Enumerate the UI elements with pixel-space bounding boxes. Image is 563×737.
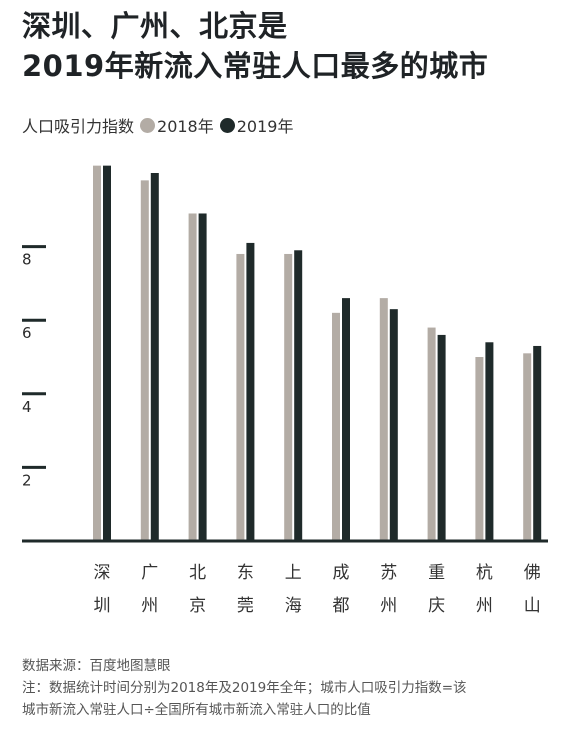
category-label-5-1: 都 (333, 596, 350, 616)
bar-2019-2 (198, 213, 207, 542)
bar-2019-3 (246, 242, 255, 542)
bar-2018-0 (93, 165, 101, 541)
footer: 数据来源：百度地图慧眼 注：数据统计时间分别为2018年及2019年全年；城市人… (22, 655, 467, 721)
category-label-7-0: 重 (428, 563, 445, 583)
bar-2018-9 (523, 353, 532, 541)
category-label-4-1: 海 (285, 596, 302, 616)
footer-note-line-2: 城市新流入常驻人口÷全国所有城市新流入常驻人口的比值 (22, 702, 371, 718)
category-label-1-1: 州 (141, 596, 158, 616)
chart-title: 深圳、广州、北京是 2019年新流入常驻人口最多的城市 (22, 6, 488, 86)
bar-2018-1 (140, 180, 149, 542)
category-label-8-1: 州 (476, 596, 493, 616)
category-label-9-0: 佛 (524, 563, 541, 583)
bar-2018-2 (188, 213, 197, 542)
bar-2019-0 (103, 165, 111, 541)
category-label-5-0: 成 (333, 563, 350, 583)
category-label-9-1: 山 (524, 596, 541, 616)
y-tick-label-4: 4 (22, 398, 32, 416)
category-label-7-1: 庆 (428, 596, 445, 616)
title-line-2: 2019年新流入常驻人口最多的城市 (22, 49, 489, 83)
category-label-0-0: 深 (94, 563, 111, 583)
bar-2018-6 (379, 298, 388, 541)
bar-2018-5 (332, 312, 340, 541)
bar-2019-7 (437, 334, 446, 541)
legend: 人口吸引力指数 2018年 2019年 (22, 113, 293, 137)
bar-2018-7 (427, 327, 436, 541)
legend-label-2018: 2018年 (157, 117, 214, 136)
bar-2019-6 (389, 309, 398, 541)
legend-dot-2018 (140, 117, 156, 133)
bar-2018-8 (475, 357, 484, 541)
bar-2019-1 (150, 173, 159, 541)
bar-2018-3 (236, 253, 245, 541)
y-tick-label-8: 8 (22, 251, 32, 269)
bar-2019-5 (342, 298, 350, 541)
category-label-3-1: 莞 (237, 596, 254, 616)
legend-label-2019: 2019年 (236, 117, 294, 136)
y-tick-label-6: 6 (22, 324, 32, 342)
title-line-1: 深圳、广州、北京是 (22, 9, 288, 43)
bar-2019-4 (294, 250, 303, 541)
bar-2019-9 (533, 345, 542, 541)
legend-metric-label: 人口吸引力指数 (22, 117, 135, 136)
category-label-3-0: 东 (237, 563, 254, 583)
category-label-2-1: 京 (189, 596, 206, 616)
y-tick-label-2: 2 (22, 471, 32, 489)
legend-dot-2019 (219, 117, 235, 133)
footer-source: 数据来源：百度地图慧眼 (22, 658, 171, 674)
category-label-4-0: 上 (285, 563, 302, 583)
category-label-6-1: 州 (380, 596, 397, 616)
bar-2018-4 (284, 253, 293, 541)
category-label-0-1: 圳 (94, 596, 111, 616)
footer-note-line-1: 注：数据统计时间分别为2018年及2019年全年；城市人口吸引力指数=该 (22, 680, 467, 696)
bar-2019-8 (485, 342, 494, 541)
category-label-2-0: 北 (189, 563, 206, 583)
category-label-6-0: 苏 (380, 563, 397, 583)
category-label-1-0: 广 (141, 563, 158, 583)
category-label-8-0: 杭 (476, 563, 493, 583)
